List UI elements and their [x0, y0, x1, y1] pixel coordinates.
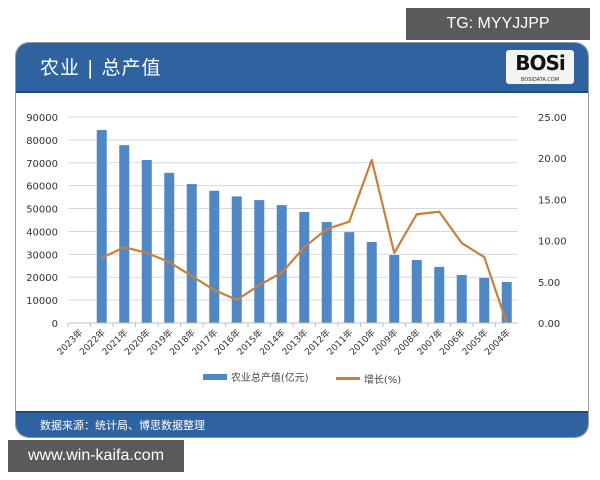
bar: [456, 274, 467, 323]
legend-label-output: 农业总产值(亿元): [230, 373, 309, 384]
bar: [389, 255, 400, 323]
bosi-logo: BOSi BOSIDATA.COM: [506, 50, 574, 84]
y2-axis-tick: 0.00: [538, 319, 560, 330]
legend-item-growth: 增长(%): [335, 371, 402, 386]
legend-label-growth: 增长(%): [363, 374, 402, 386]
chart-legend: 农业总产值(亿元) 增长(%): [16, 369, 588, 386]
y-axis-tick: 80000: [26, 136, 58, 147]
y-axis-tick: 90000: [26, 113, 58, 124]
y-axis-tick: 30000: [26, 250, 58, 261]
data-source-note: 数据来源：统计局、博思数据整理: [40, 419, 205, 432]
bar: [434, 266, 445, 323]
bar: [231, 196, 242, 323]
card-header: 农业 | 总产值 BOSi BOSIDATA.COM: [16, 43, 588, 93]
y-axis-tick: 60000: [26, 182, 58, 193]
y2-axis-tick: 25.00: [538, 113, 567, 124]
bar: [276, 205, 287, 323]
bar: [321, 222, 332, 323]
bar: [141, 160, 152, 323]
logo-subtext: BOSIDATA.COM: [520, 77, 560, 83]
logo-text: BOSi: [515, 51, 566, 75]
y2-axis-tick: 20.00: [538, 154, 567, 165]
bar: [254, 200, 265, 323]
chart-card: 农业 | 总产值 BOSi BOSIDATA.COM 0 10000 20000 30…: [15, 42, 589, 438]
line-swatch-icon: [335, 376, 360, 380]
bar: [344, 232, 355, 323]
card-footer: 数据来源：统计局、博思数据整理: [16, 411, 588, 437]
y-axis-tick: 50000: [26, 205, 58, 216]
y-axis-tick: 10000: [26, 296, 58, 307]
bar: [366, 241, 377, 323]
bar: [501, 282, 512, 323]
bar: [164, 172, 175, 323]
site-watermark-badge: www.win-kaifa.com: [8, 440, 184, 472]
bar: [96, 130, 107, 323]
bar-swatch-icon: [202, 373, 227, 380]
bar: [186, 184, 197, 323]
growth-line: [101, 158, 508, 324]
y2-axis-tick: 15.00: [538, 195, 567, 206]
chart-title: 农业 | 总产值: [40, 57, 162, 79]
y-axis-tick: 0: [52, 319, 58, 330]
y2-axis-tick: 5.00: [538, 278, 560, 289]
bar: [299, 211, 310, 323]
y-axis-tick: 20000: [26, 273, 58, 284]
y-axis-tick: 40000: [26, 227, 58, 238]
combo-chart: 0 10000 20000 30000 40000 50000 60000 70000 8000…: [26, 113, 567, 358]
bar: [411, 260, 422, 323]
bar: [209, 190, 220, 323]
bar: [119, 145, 130, 323]
y2-axis-tick: 10.00: [538, 237, 567, 248]
bar: [479, 277, 490, 323]
tg-watermark-badge: TG: MYYJJPP: [406, 8, 590, 40]
y-axis-tick: 70000: [26, 159, 58, 170]
legend-item-output: 农业总产值(亿元): [202, 369, 309, 384]
